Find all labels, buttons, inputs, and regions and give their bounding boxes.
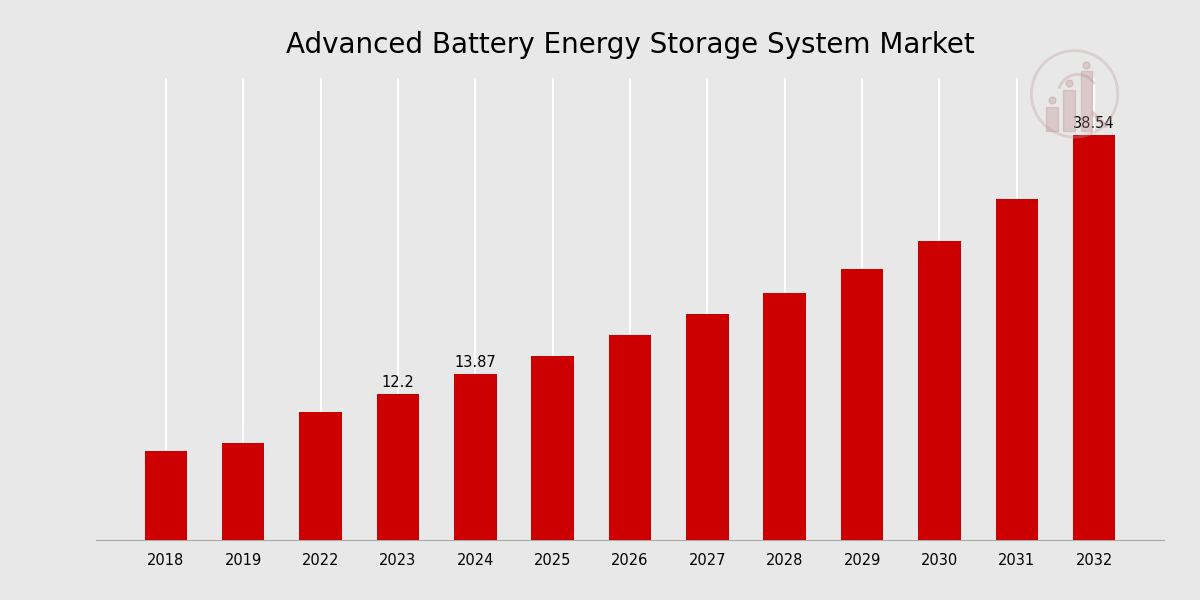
Bar — [222, 443, 264, 540]
Bar — [1063, 89, 1075, 131]
Text: 13.87: 13.87 — [455, 355, 496, 370]
Bar — [1080, 71, 1092, 131]
Bar — [763, 293, 806, 540]
Bar — [377, 394, 419, 540]
Bar — [1073, 136, 1116, 540]
Bar — [144, 451, 187, 540]
Bar — [532, 356, 574, 540]
Bar — [918, 241, 961, 540]
Text: 38.54: 38.54 — [1073, 116, 1115, 131]
Bar — [996, 199, 1038, 540]
Bar — [841, 269, 883, 540]
Bar — [1046, 107, 1058, 131]
Text: 12.2: 12.2 — [382, 375, 414, 390]
Bar — [454, 374, 497, 540]
Bar — [608, 335, 652, 540]
Bar — [299, 412, 342, 540]
Bar — [686, 314, 728, 540]
Title: Advanced Battery Energy Storage System Market: Advanced Battery Energy Storage System M… — [286, 31, 974, 59]
